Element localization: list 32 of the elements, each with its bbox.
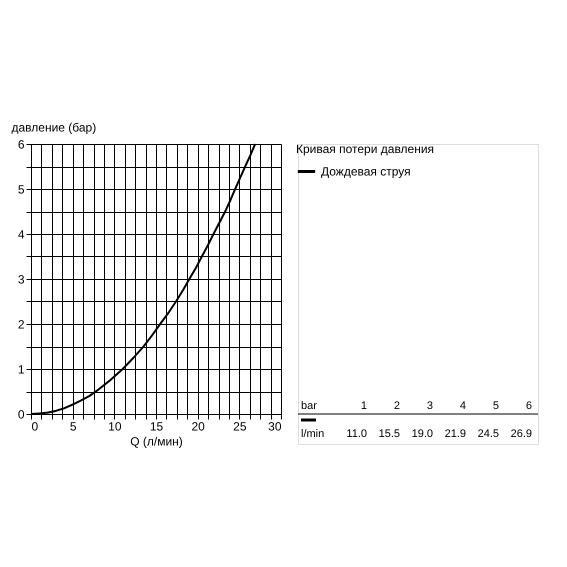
text: 24.5 xyxy=(478,428,499,440)
x-tick-label: 15 xyxy=(150,420,164,434)
y-tick-label: 2 xyxy=(18,318,25,332)
y-tick-label: 1 xyxy=(18,362,25,376)
text: 6 xyxy=(526,400,532,412)
x-tick-label: 0 xyxy=(32,420,38,434)
x-tick-label: 5 xyxy=(70,420,77,434)
text: 26.9 xyxy=(510,428,532,440)
y-tick-label: 6 xyxy=(18,138,25,152)
x-tick-label: 10 xyxy=(108,420,122,434)
y-axis-title: давление (бар) xyxy=(12,120,96,134)
text: l/min xyxy=(301,428,324,440)
text: bar xyxy=(301,400,318,412)
text: 21.9 xyxy=(444,428,466,440)
x-tick-label: 25 xyxy=(233,420,247,434)
y-tick-label: 4 xyxy=(18,228,25,242)
x-tick-label: 30 xyxy=(268,420,282,434)
y-tick-label: 5 xyxy=(18,182,25,196)
text: 15.5 xyxy=(378,428,400,440)
text: 11.0 xyxy=(346,428,367,440)
x-tick-label: 20 xyxy=(191,420,206,434)
legend-title: Кривая потери давления xyxy=(296,142,434,156)
y-tick-label: 0 xyxy=(18,408,25,422)
x-axis-title: Q (л/мин) xyxy=(130,434,183,448)
text: 3 xyxy=(426,400,433,412)
text: 5 xyxy=(492,400,499,412)
y-tick-label: 3 xyxy=(18,272,25,286)
text: 4 xyxy=(460,400,466,412)
text: 1 xyxy=(360,400,367,412)
text: 2 xyxy=(394,400,400,412)
text: 19.0 xyxy=(412,428,433,440)
legend-label: Дождевая струя xyxy=(321,164,411,178)
